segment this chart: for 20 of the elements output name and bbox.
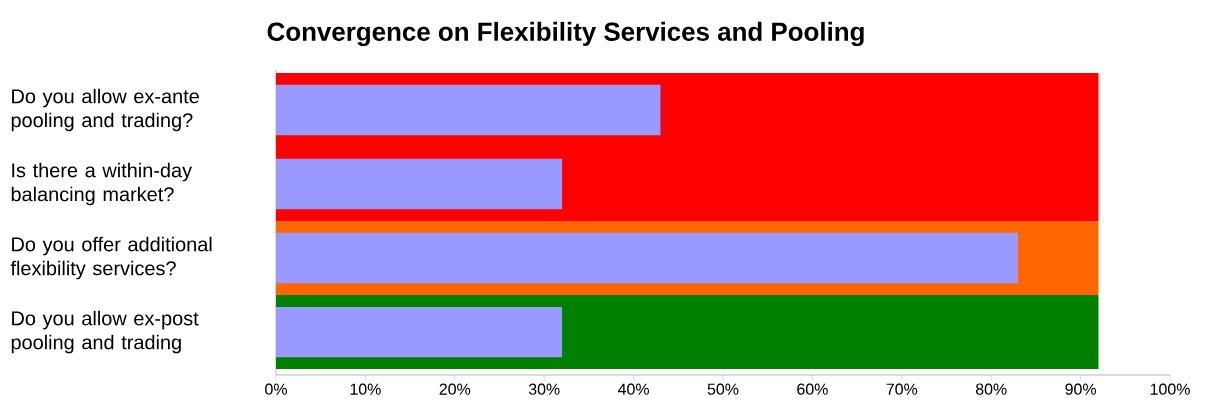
y-tick-label: Do you allow ex-post pooling and trading xyxy=(11,310,199,354)
x-tick-label: 50% xyxy=(707,383,739,395)
bar xyxy=(276,84,661,136)
y-tick-label: Is there a within-day balancing market? xyxy=(11,162,193,206)
x-tick-label: 100% xyxy=(1150,383,1190,395)
bar xyxy=(276,232,1019,284)
x-tick-label: 70% xyxy=(886,383,918,395)
x-tick-label: 30% xyxy=(528,383,560,395)
y-tick-label: Do you offer additional flexibility services? xyxy=(10,236,212,280)
x-tick-label: 90% xyxy=(1065,383,1096,395)
chart-title: Convergence on Flexibility Services and Pooling xyxy=(267,21,864,47)
x-tick-label: 20% xyxy=(439,383,471,395)
x-tick-label: 0% xyxy=(265,383,287,395)
x-tick-label: 40% xyxy=(618,383,649,395)
x-tick-label: 60% xyxy=(797,383,828,395)
x-tick-label: 80% xyxy=(975,383,1007,395)
x-tick-label: 10% xyxy=(350,383,381,395)
y-tick-label: Do you allow ex-ante pooling and trading? xyxy=(11,88,199,132)
bar xyxy=(276,158,563,210)
bar xyxy=(276,306,563,358)
